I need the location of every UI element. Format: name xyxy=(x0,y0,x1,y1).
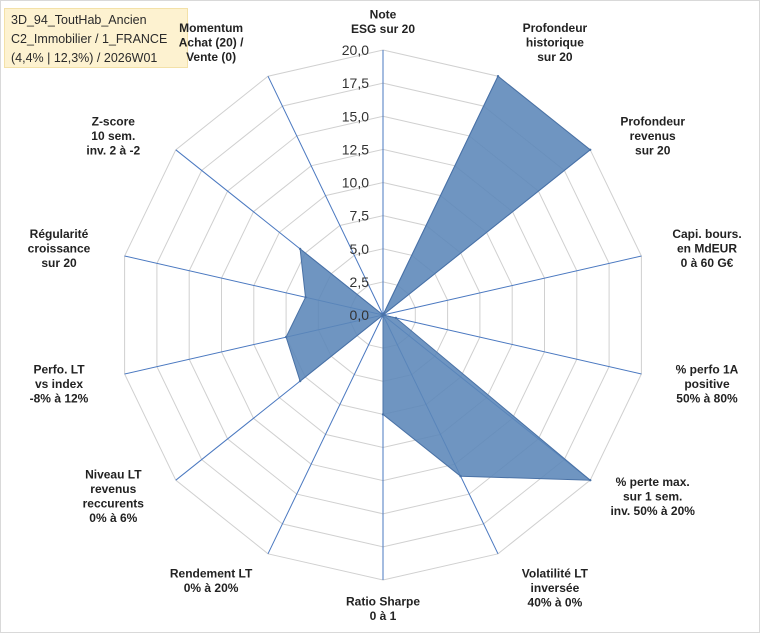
axis-label: inv. 50% à 20% xyxy=(610,504,695,518)
radial-tick-label: 10,0 xyxy=(342,175,369,191)
radial-tick-label: 7,5 xyxy=(350,208,370,224)
data-point xyxy=(298,379,302,383)
axis-label: Rendement LT xyxy=(170,567,253,581)
axis-label: revenus xyxy=(90,482,136,496)
axis-label: 50% à 80% xyxy=(676,391,738,405)
axis-label: Vente (0) xyxy=(186,50,236,64)
radial-tick-label: 5,0 xyxy=(350,241,370,257)
axis-spoke xyxy=(382,255,642,316)
axis-label: -8% à 12% xyxy=(30,391,89,405)
title-line-1: 3D_94_ToutHab_Ancien xyxy=(11,13,147,27)
axis-label: Capi. bours. xyxy=(672,227,741,241)
title-line-2: C2_Immobilier / 1_FRANCE xyxy=(11,32,168,46)
axis-label: Perfo. LT xyxy=(33,362,85,376)
axis-label: Profondeur xyxy=(620,115,685,129)
axis-label: historique xyxy=(526,35,584,49)
axis-label: Régularité xyxy=(30,227,89,241)
axis-label: 0 à 1 xyxy=(370,609,397,623)
radial-tick-label: 2,5 xyxy=(350,274,370,290)
axis-label: Achat (20) / xyxy=(179,35,244,49)
axis-label: vs index xyxy=(35,377,83,391)
axis-label: Niveau LT xyxy=(85,468,142,482)
axis-label: sur 20 xyxy=(41,256,77,270)
axis-label: sur 20 xyxy=(635,144,671,158)
axis-label: 40% à 0% xyxy=(528,596,583,610)
data-point xyxy=(459,475,462,478)
axis-label: sur 1 sem. xyxy=(623,490,682,504)
axis-label: Z-score xyxy=(92,115,136,129)
radial-tick-label: 20,0 xyxy=(342,42,369,58)
radial-tick-label: 12,5 xyxy=(342,141,369,157)
axis-label: % perfo 1A xyxy=(676,362,739,376)
axis-spoke xyxy=(382,314,642,375)
axis-label: 0% à 6% xyxy=(89,511,137,525)
chart-title-box: 3D_94_ToutHab_Ancien C2_Immobilier / 1_F… xyxy=(4,8,188,68)
data-point xyxy=(298,247,302,251)
axis-label: % perte max. xyxy=(616,475,690,489)
data-point xyxy=(589,479,592,482)
data-series-area xyxy=(285,75,592,481)
axis-label: Volatilité LT xyxy=(522,567,589,581)
axis-label: Momentum xyxy=(179,21,243,35)
axis-label: 0% à 20% xyxy=(184,581,239,595)
title-line-3: (4,4% | 12,3%) / 2026W01 xyxy=(11,51,158,65)
axis-spoke xyxy=(267,314,384,555)
axis-label: positive xyxy=(684,377,730,391)
data-point xyxy=(381,313,385,317)
data-point xyxy=(496,75,500,78)
axis-label: 0 à 60 G€ xyxy=(681,256,734,270)
data-point xyxy=(304,296,307,299)
axis-label: revenus xyxy=(630,129,676,143)
axis-label: Note xyxy=(370,8,397,22)
axis-label: reccurents xyxy=(83,497,145,511)
data-point xyxy=(284,335,288,339)
axis-label: inversée xyxy=(531,581,580,595)
data-point xyxy=(589,148,592,151)
axis-label: Profondeur xyxy=(523,21,588,35)
axis-label: 10 sem. xyxy=(91,129,135,143)
axis-label: inv. 2 à -2 xyxy=(86,144,140,158)
axis-label: sur 20 xyxy=(537,50,573,64)
data-point xyxy=(394,316,398,320)
axis-label: croissance xyxy=(28,242,91,256)
data-point xyxy=(381,413,385,416)
axis-spoke xyxy=(267,75,384,316)
axis-label: en MdEUR xyxy=(677,242,737,256)
axis-label: Ratio Sharpe xyxy=(346,595,420,609)
radial-tick-label: 0,0 xyxy=(350,307,370,323)
radial-tick-label: 15,0 xyxy=(342,108,369,124)
axis-label: ESG sur 20 xyxy=(351,22,415,36)
radial-tick-label: 17,5 xyxy=(342,75,369,91)
